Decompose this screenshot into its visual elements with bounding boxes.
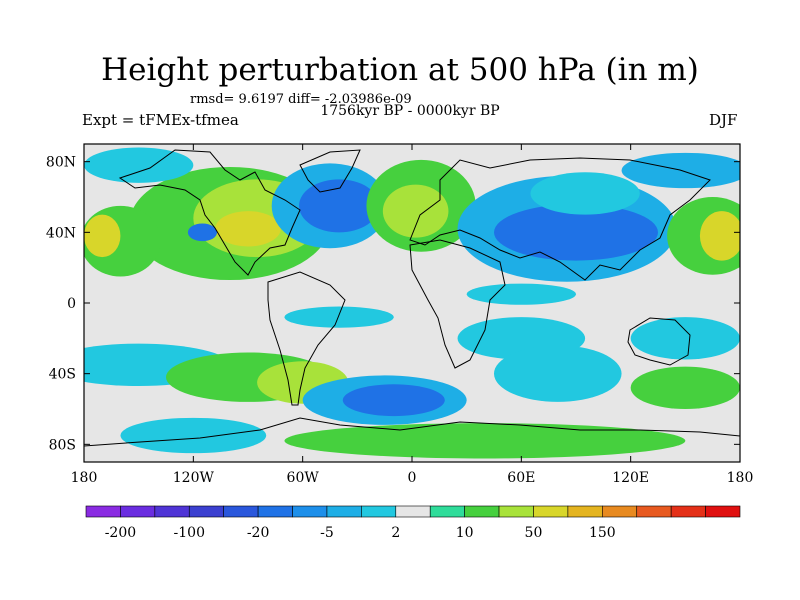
y-tick-label: 0 [67, 296, 76, 312]
coastlines [84, 149, 740, 447]
field-region [342, 384, 445, 417]
coastline-south-america [267, 271, 346, 406]
field-region [284, 306, 394, 328]
field-region [494, 204, 658, 261]
colorbar-swatch [85, 505, 121, 518]
x-axis: 180 120W 60W 0 60E 120E 180 [71, 144, 754, 486]
season-label: DJF [709, 111, 738, 129]
y-tick-label: 40N [46, 225, 76, 241]
colorbar-swatch [361, 505, 397, 518]
colorbar-swatch [120, 505, 156, 518]
x-tick-label: 120E [612, 470, 649, 486]
x-tick-label: 60W [287, 470, 320, 486]
stats-text: rmsd= 9.6197 diff= -2.03986e-09 [190, 92, 412, 107]
colorbar-label: 10 [456, 525, 474, 541]
colorbar-swatch [257, 505, 293, 518]
field-region [466, 283, 576, 305]
field-region [84, 214, 121, 258]
y-tick-label: 80S [49, 437, 76, 453]
colorbar-swatch [498, 505, 534, 518]
field-region [284, 423, 686, 459]
field-region [699, 211, 740, 261]
colorbar: -200 -100 -20 -5 2 10 50 150 [85, 505, 741, 541]
colorbar-swatch [292, 505, 328, 518]
field-region [84, 147, 194, 183]
y-tick-label: 40S [49, 367, 76, 383]
coastline-australia [627, 317, 691, 366]
x-tick-label: 60E [507, 470, 535, 486]
period-label: 1756kyr BP - 0000kyr BP [320, 103, 500, 119]
colorbar-swatch [705, 505, 741, 518]
x-tick-label: 0 [408, 470, 417, 486]
field-region [299, 179, 380, 233]
field-region [530, 172, 640, 215]
colorbar-label: -100 [174, 525, 205, 541]
field-region [187, 223, 218, 242]
field-region [120, 417, 267, 454]
colorbar-swatch [188, 505, 224, 518]
colorbar-swatch [429, 505, 465, 518]
colorbar-label: 2 [391, 525, 400, 541]
colorbar-swatch [326, 505, 362, 518]
coastline-north-america [118, 149, 301, 276]
colorbar-label: -200 [105, 525, 136, 541]
x-tick-label: 180 [727, 470, 754, 486]
colorbar-swatch [464, 505, 500, 518]
field-region [630, 366, 740, 409]
colorbar-label: 150 [589, 525, 616, 541]
chart-title: Height perturbation at 500 hPa (in m) [101, 52, 699, 88]
field-region [215, 211, 281, 247]
field-region [621, 152, 740, 189]
x-tick-label: 120W [173, 470, 215, 486]
experiment-label: Expt = tFMEx-tfmea [82, 111, 239, 129]
coastline-antarctica [84, 417, 740, 447]
coastline-eurasia [409, 157, 711, 281]
field-region [494, 345, 622, 402]
field-region [382, 184, 449, 238]
colorbar-swatch [223, 505, 259, 518]
y-axis: 80N 40N 0 40S 80S [46, 155, 740, 453]
colorbar-swatch [670, 505, 706, 518]
coastline-africa [409, 239, 506, 369]
coastline-greenland [299, 149, 361, 193]
colorbar-swatch [602, 505, 638, 518]
colorbar-label: 50 [525, 525, 543, 541]
colorbar-label: -20 [247, 525, 270, 541]
colorbar-swatch [154, 505, 190, 518]
colorbar-swatch [395, 505, 431, 518]
colorbar-swatch [567, 505, 603, 518]
colorbar-label: -5 [320, 525, 334, 541]
x-tick-label: 180 [71, 470, 98, 486]
colorbar-swatch [533, 505, 569, 518]
colorbar-swatch [636, 505, 672, 518]
y-tick-label: 80N [46, 155, 76, 171]
field-region [630, 317, 740, 360]
